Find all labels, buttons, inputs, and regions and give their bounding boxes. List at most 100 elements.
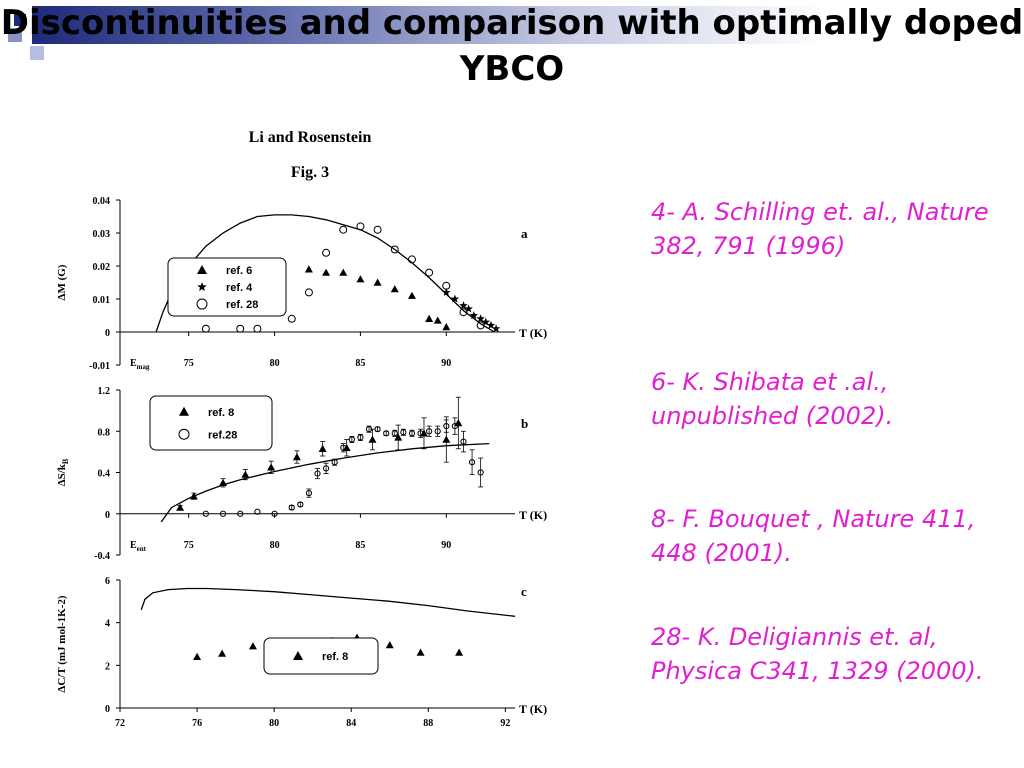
title-gradient-band (32, 6, 1024, 44)
legend-label: ref. 28 (226, 299, 258, 311)
panel-tag: c (521, 584, 527, 599)
data-point-circle (253, 324, 262, 333)
legend-marker-circle (196, 298, 208, 310)
data-point-triangle (407, 291, 416, 299)
data-point-triangle (416, 648, 425, 656)
theory-curve (160, 442, 490, 523)
data-point-star (469, 311, 479, 320)
data-point-circle (340, 444, 347, 451)
x-tick-label: 75 (184, 358, 194, 369)
data-point-star (459, 301, 468, 310)
data-point-triangle (433, 316, 442, 324)
data-point-star (481, 317, 491, 326)
x-tick-label: 88 (423, 718, 433, 729)
data-point-triangle (425, 314, 434, 322)
data-point-circle (331, 459, 338, 466)
decor-square (30, 46, 44, 60)
x-tick-label: 75 (184, 540, 194, 551)
data-point-circle (271, 510, 278, 517)
data-point-triangle (454, 419, 463, 427)
x-tick-label: 84 (346, 718, 356, 729)
data-point-circle (374, 426, 381, 433)
data-point-triangle (176, 503, 185, 511)
data-point-star (476, 314, 485, 323)
legend-box (149, 395, 273, 451)
data-point-circle (391, 430, 398, 437)
data-point-circle (219, 510, 227, 517)
y-tick-label: 2 (105, 661, 110, 672)
data-point-triangle (455, 648, 464, 656)
y-axis-label: ΔM (G) (56, 264, 68, 300)
data-point-triangle (218, 649, 227, 657)
data-point-circle (459, 308, 468, 317)
data-point-circle (400, 429, 407, 436)
data-point-triangle (322, 268, 331, 276)
y-tick-label: 0.8 (98, 427, 111, 438)
slide-title: Discontinuities and comparison with opti… (0, 3, 1024, 89)
data-point-star (442, 287, 451, 296)
y-tick-label: -0.4 (94, 551, 110, 562)
data-point-circle (425, 268, 434, 277)
data-point-circle (237, 510, 244, 517)
data-point-triangle (248, 642, 257, 650)
x-tick-label: 80 (270, 358, 280, 369)
legend-label: ref.28 (208, 429, 237, 441)
reference-item: 28- K. Deligiannis et. al, Physica C341,… (651, 623, 984, 685)
y-tick-label: 0 (105, 704, 110, 715)
legend-label: ref. 8 (322, 651, 348, 663)
legend-marker-circle (178, 428, 190, 440)
data-point-circle (390, 245, 399, 254)
data-point-star (486, 320, 496, 329)
x-tick-label: 90 (441, 358, 451, 369)
data-point-circle (460, 438, 467, 445)
data-point-circle (288, 504, 295, 511)
reference-item: 6- K. Shibata et .al., unpublished (2002… (651, 368, 894, 430)
data-point-circle (202, 510, 209, 517)
data-point-circle (476, 321, 485, 330)
y-tick-label: 0.04 (93, 196, 111, 207)
data-point-circle (383, 430, 390, 437)
data-point-circle (443, 422, 450, 430)
data-point-circle (408, 430, 416, 437)
data-point-triangle (339, 268, 348, 276)
x-axis-label: T (K) (519, 326, 547, 340)
data-point-circle (426, 428, 433, 435)
y-axis-label-subscript: B (61, 458, 70, 464)
data-point-triangle (390, 285, 399, 293)
legend-label: ref. 6 (226, 265, 252, 277)
data-point-circle (348, 436, 355, 443)
data-point-triangle (304, 265, 313, 273)
data-point-triangle (342, 443, 351, 451)
data-point-circle (365, 426, 373, 433)
data-point-circle (297, 501, 304, 508)
figure-panel: Li and Rosenstein Fig. 3 0.04 0.03 0.02 0.0… (56, 129, 547, 729)
legend-label: ref. 4 (226, 282, 253, 294)
data-point-triangle (189, 492, 198, 500)
legend-marker-triangle (179, 406, 189, 416)
x-tick-label: 85 (355, 358, 365, 369)
data-point-circle (407, 255, 416, 264)
y-tick-label: 0 (105, 510, 110, 521)
y-tick-label: -0.01 (89, 361, 110, 372)
data-point-circle (201, 324, 210, 333)
y-tick-label: 0.03 (93, 229, 111, 240)
data-point-circle (417, 430, 424, 437)
x-axis-label: T (K) (519, 508, 547, 522)
data-point-circle (339, 225, 348, 234)
y-tick-label: 0.01 (93, 295, 111, 306)
data-point-star (450, 294, 460, 303)
panel-tag: a (521, 226, 528, 241)
y-tick-label: 0.02 (93, 262, 111, 273)
data-point-triangle (394, 433, 403, 441)
data-point-circle (373, 225, 382, 234)
legend-label: ref. 8 (208, 407, 234, 419)
y-tick-label: 4 (105, 619, 110, 630)
x-axis-label: T (K) (519, 702, 547, 716)
data-point-circle (442, 281, 451, 290)
legend-marker-triangle (197, 264, 207, 274)
figure-subheader: Fig. 3 (291, 164, 329, 181)
figure-header: Li and Rosenstein (249, 129, 372, 146)
data-point-star (491, 324, 501, 333)
plot-panel-b: 1.2 0.8 0.4 0 -0.4 75 80 85 90 T (K) ΔS/kB b Eent ref… (56, 386, 547, 562)
onset-label-subscript: mag (137, 363, 150, 371)
